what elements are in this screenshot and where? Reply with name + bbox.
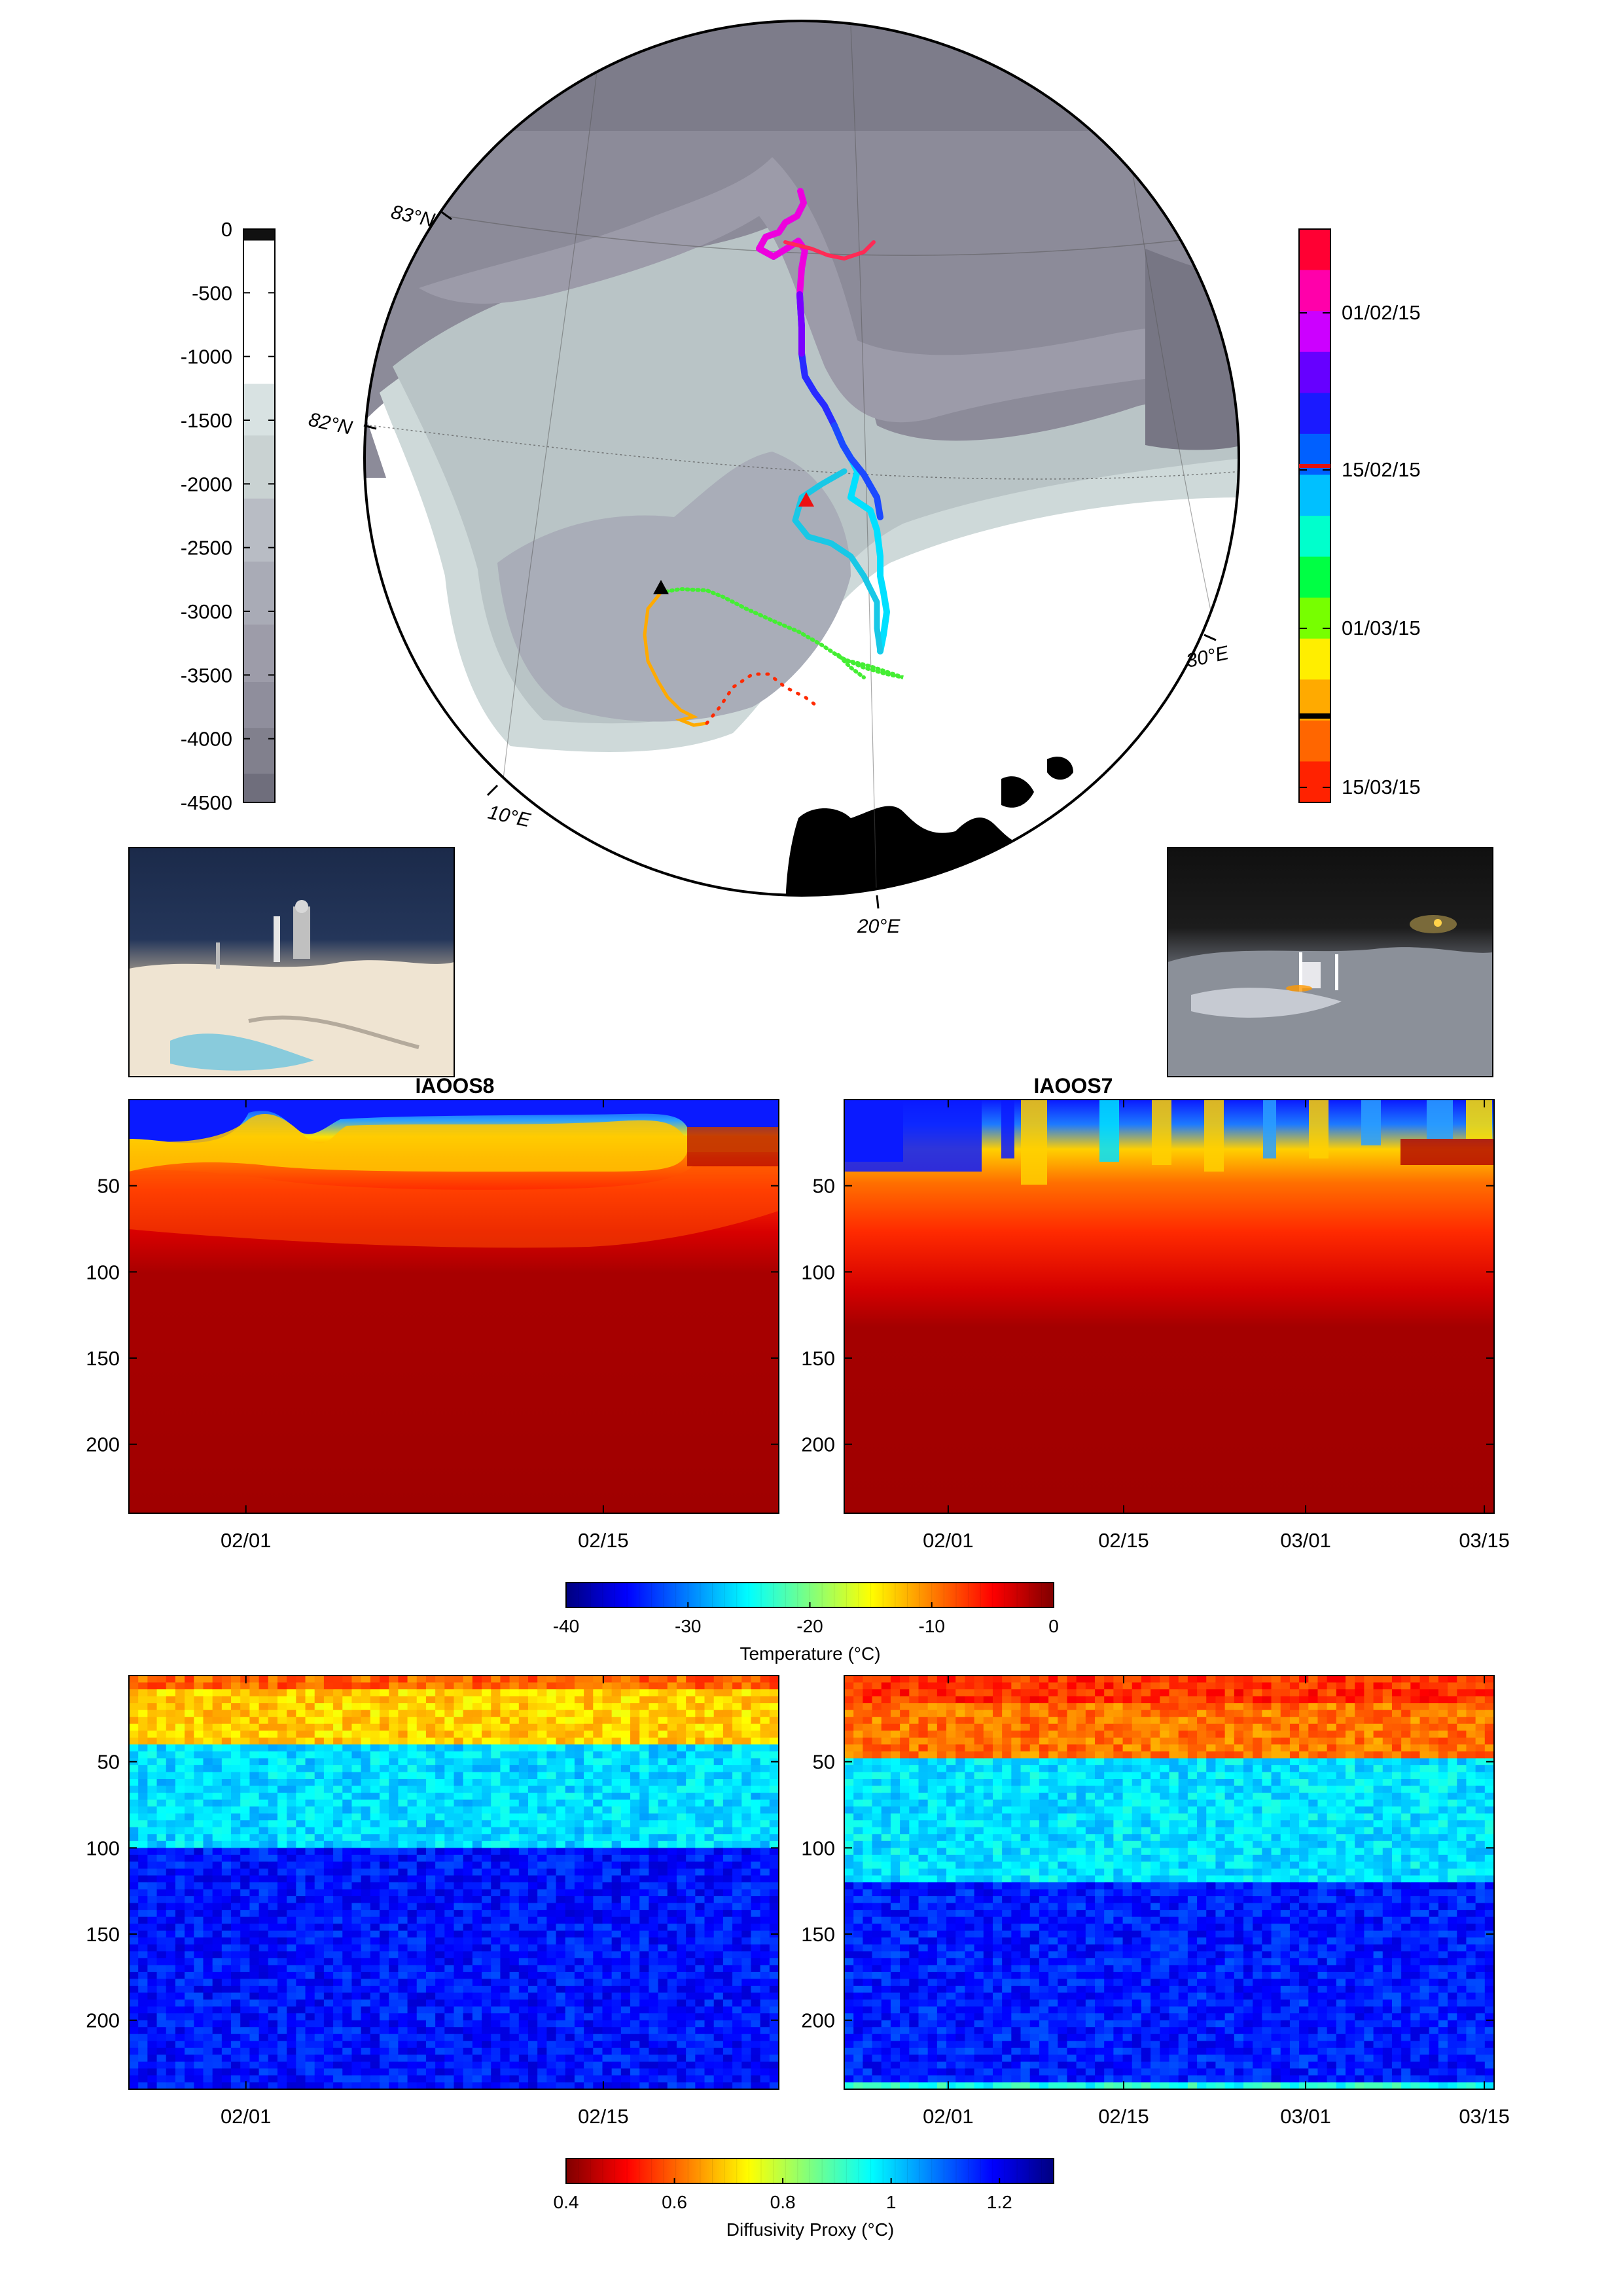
temp-panel-iaoos7: IAOOS7 50 100 150 200 02/01 02/15 03/01 03/15: [801, 1074, 1510, 1552]
lon-label-20e: 20°E: [857, 916, 901, 937]
lat-label-83: 83°N: [389, 202, 437, 232]
x-tick-label: 03/15: [1459, 2105, 1510, 2128]
colorbar-tick-label: 0.6: [662, 2192, 687, 2212]
bathymetry-map: [365, 21, 1239, 895]
depth-tick-label: -500: [192, 281, 232, 304]
iaoos8-start-marker: [653, 580, 669, 594]
y-tick-label: 50: [98, 1175, 120, 1198]
depth-colorbar: 0 -500 -1000 -1500 -2000 -2500 -3000 -3500 -4000…: [181, 218, 276, 814]
depth-tick-label: -3500: [181, 664, 232, 687]
colorbar-tick-label: 0.4: [554, 2192, 579, 2212]
title-iaoos7: IAOOS7: [1034, 1074, 1113, 1098]
map-panel: 83°N 82°N 10°E 20°E 30°E: [307, 20, 1240, 937]
colorbar-tick-label: 0.8: [770, 2192, 796, 2212]
y-tick-label: 200: [86, 2009, 120, 2032]
depth-tick-label: -3000: [181, 600, 232, 623]
y-tick-label: 150: [86, 1923, 120, 1946]
x-tick-label: 02/15: [578, 2105, 629, 2128]
colorbar-tick-label: -10: [919, 1616, 945, 1636]
y-tick-label: 150: [801, 1347, 835, 1370]
y-tick-label: 50: [813, 1751, 835, 1774]
colorbar-tick-label: 1: [886, 2192, 897, 2212]
y-tick-label: 200: [801, 1433, 835, 1456]
colorbar-tick-label: -20: [796, 1616, 823, 1636]
date-tick-1: 01/02/15: [1342, 301, 1421, 324]
date-tick-3: 01/03/15: [1342, 617, 1421, 639]
x-tick-label: 02/15: [578, 1529, 629, 1552]
title-iaoos8: IAOOS8: [416, 1074, 495, 1098]
photo-iaoos8-buoy: [128, 847, 455, 1077]
x-tick-label: 02/01: [221, 2105, 272, 2128]
depth-tick-label: -1500: [181, 409, 232, 432]
y-tick-label: 100: [801, 1261, 835, 1283]
y-tick-label: 50: [98, 1751, 120, 1774]
colorbar-tick-label: 0: [1048, 1616, 1059, 1636]
depth-tick-label: -2000: [181, 473, 232, 495]
date-tick-2: 15/02/15: [1342, 458, 1421, 481]
date-tick-4: 15/03/15: [1342, 776, 1421, 798]
x-tick-label: 03/15: [1459, 1529, 1510, 1552]
colorbar-tick-label: -30: [675, 1616, 701, 1636]
x-tick-label: 02/15: [1098, 1529, 1149, 1552]
y-tick-label: 150: [801, 1923, 835, 1946]
diff-panel-iaoos7: 50 100 150 200 02/01 02/15 03/01 03/15: [801, 1675, 1510, 2128]
x-tick-label: 02/15: [1098, 2105, 1149, 2128]
date-colorbar: 01/02/15 15/02/15 01/03/15 15/03/15: [1298, 228, 1421, 803]
colorbar-tick-label: 1.2: [987, 2192, 1012, 2212]
photo-iaoos7-buoy: [1167, 847, 1493, 1077]
y-tick-label: 100: [801, 1837, 835, 1859]
y-tick-label: 100: [86, 1261, 120, 1283]
y-tick-label: 50: [813, 1175, 835, 1198]
diffusivity-label: Diffusivity Proxy (°C): [726, 2219, 894, 2240]
x-tick-label: 02/01: [923, 1529, 974, 1552]
lon-label-10e: 10°E: [486, 802, 533, 832]
x-tick-label: 03/01: [1280, 2105, 1331, 2128]
x-tick-label: 02/01: [221, 1529, 272, 1552]
x-tick-label: 02/01: [923, 2105, 974, 2128]
iaoos7-start-marker: [798, 492, 814, 507]
x-tick-label: 03/01: [1280, 1529, 1331, 1552]
depth-tick-label: -2500: [181, 537, 232, 560]
depth-tick-label: -4000: [181, 728, 232, 751]
lat-label-82: 82°N: [307, 409, 355, 439]
temperature-colorbar: -40 -30 -20 -10 0 Temperature (°C): [553, 1582, 1059, 1664]
y-tick-label: 200: [86, 1433, 120, 1456]
y-tick-label: 150: [86, 1347, 120, 1370]
y-tick-label: 100: [86, 1837, 120, 1859]
depth-tick-label: -4500: [181, 791, 232, 814]
temp-panel-iaoos8: IAOOS8 50 100 150 200 02/01 02/15: [86, 1074, 779, 1552]
depth-tick-label: 0: [221, 218, 232, 241]
y-tick-label: 200: [801, 2009, 835, 2032]
depth-tick-label: -1000: [181, 346, 232, 368]
colorbar-tick-label: -40: [553, 1616, 579, 1636]
temperature-label: Temperature (°C): [740, 1643, 880, 1664]
diffusivity-colorbar: 0.4 0.6 0.8 1 1.2 Diffusivity Proxy (°C): [554, 2158, 1054, 2240]
diff-panel-iaoos8: 50 100 150 200 02/01 02/15: [86, 1675, 779, 2128]
